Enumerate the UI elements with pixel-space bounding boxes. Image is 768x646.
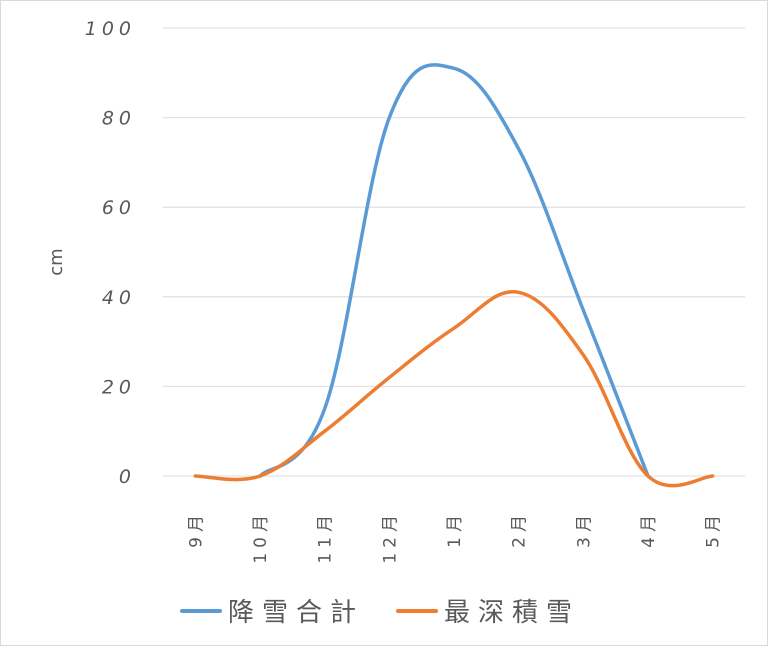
gridlines xyxy=(163,27,745,477)
legend: 降雪合計 最深積雪 xyxy=(180,592,580,629)
x-axis-ticks: 9月 10月 11月 12月 1月 2月 3月 4月 5月 xyxy=(186,510,723,564)
x-tick-label: 1月 xyxy=(445,510,465,548)
y-tick-label: 100 xyxy=(85,18,136,40)
legend-item-max-snow-depth: 最深積雪 xyxy=(396,592,580,629)
legend-line-orange-icon xyxy=(396,608,439,613)
y-axis-ticks: 0 20 40 60 80 100 xyxy=(85,18,136,488)
legend-item-snowfall-total: 降雪合計 xyxy=(180,592,364,629)
series-line xyxy=(193,289,715,488)
x-tick-label: 12月 xyxy=(380,510,400,564)
y-tick-label: 80 xyxy=(102,108,136,130)
x-tick-label: 10月 xyxy=(251,510,271,564)
x-tick-label: 9月 xyxy=(186,510,206,548)
y-tick-label: 40 xyxy=(102,287,136,309)
y-axis-label: cm xyxy=(46,248,67,275)
series-line xyxy=(258,63,650,478)
x-tick-label: 4月 xyxy=(639,510,659,548)
y-tick-label: 60 xyxy=(102,197,136,219)
series-lines xyxy=(193,63,715,488)
legend-label: 最深積雪 xyxy=(444,598,581,628)
legend-label: 降雪合計 xyxy=(228,598,365,628)
y-tick-label: 0 xyxy=(119,466,136,488)
x-tick-label: 11月 xyxy=(316,510,336,564)
legend-line-blue-icon xyxy=(180,608,222,613)
x-tick-label: 5月 xyxy=(704,510,724,548)
x-tick-label: 2月 xyxy=(510,510,530,548)
x-tick-label: 3月 xyxy=(574,510,594,548)
y-tick-label: 20 xyxy=(102,376,136,398)
